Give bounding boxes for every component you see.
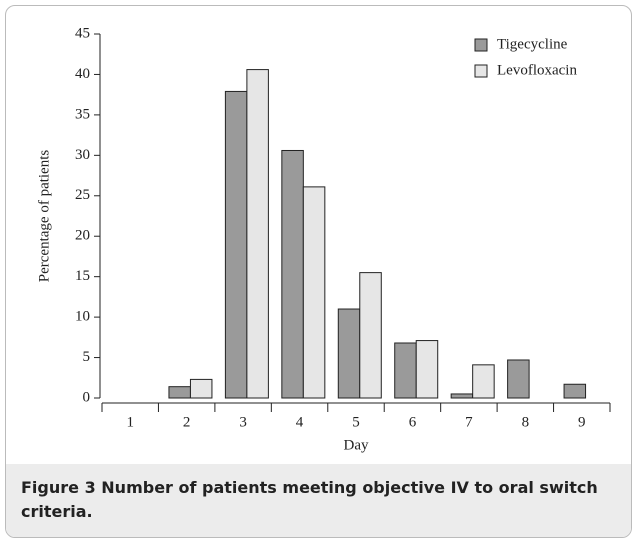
y-tick-label: 45: [75, 25, 90, 41]
x-tick-label: 3: [239, 414, 247, 430]
legend-label: Tigecycline: [497, 36, 568, 52]
bar: [450, 393, 474, 399]
x-tick-label: 8: [522, 414, 530, 430]
bar: [507, 359, 530, 399]
y-axis-label: Percentage of patients: [36, 150, 52, 283]
y-tick-label: 15: [75, 268, 90, 284]
x-axis-label: Day: [344, 437, 369, 453]
x-tick-label: 9: [578, 414, 586, 430]
y-tick-label: 25: [75, 187, 90, 203]
y-tick-label: 30: [75, 147, 90, 163]
figure-frame: [5, 5, 632, 538]
bar: [415, 340, 439, 399]
bar: [337, 308, 361, 399]
bar: [302, 186, 326, 399]
x-tick-label: 2: [183, 414, 191, 430]
bar: [281, 149, 304, 399]
x-tick-label: 1: [126, 414, 134, 430]
bar: [189, 378, 213, 399]
bar: [168, 386, 191, 399]
x-tick-label: 4: [296, 414, 304, 430]
x-tick-label: 5: [352, 414, 360, 430]
bar: [394, 342, 417, 399]
legend-label: Levofloxacin: [497, 62, 577, 78]
bar: [246, 69, 269, 399]
y-tick-label: 10: [75, 309, 90, 325]
x-tick-label: 7: [465, 414, 473, 430]
y-tick-label: 20: [75, 228, 90, 244]
caption-text: Number of patients meeting objective IV …: [21, 478, 598, 521]
bar: [224, 90, 248, 399]
bar: [359, 272, 382, 399]
legend-swatch: [474, 64, 488, 78]
y-tick-label: 5: [83, 349, 91, 365]
y-tick-label: 35: [75, 106, 90, 122]
legend-swatch: [474, 38, 488, 52]
x-tick-label: 6: [409, 414, 417, 430]
y-tick-label: 40: [75, 66, 90, 82]
caption-band: [6, 464, 631, 537]
y-tick-label: 0: [83, 389, 91, 405]
bar: [563, 383, 587, 399]
bar: [472, 364, 495, 399]
caption-label: Figure 3: [21, 478, 96, 497]
caption: Figure 3 Number of patients meeting obje…: [21, 476, 621, 524]
chart: Percentage of patients Day 0510152025303…: [36, 25, 611, 453]
